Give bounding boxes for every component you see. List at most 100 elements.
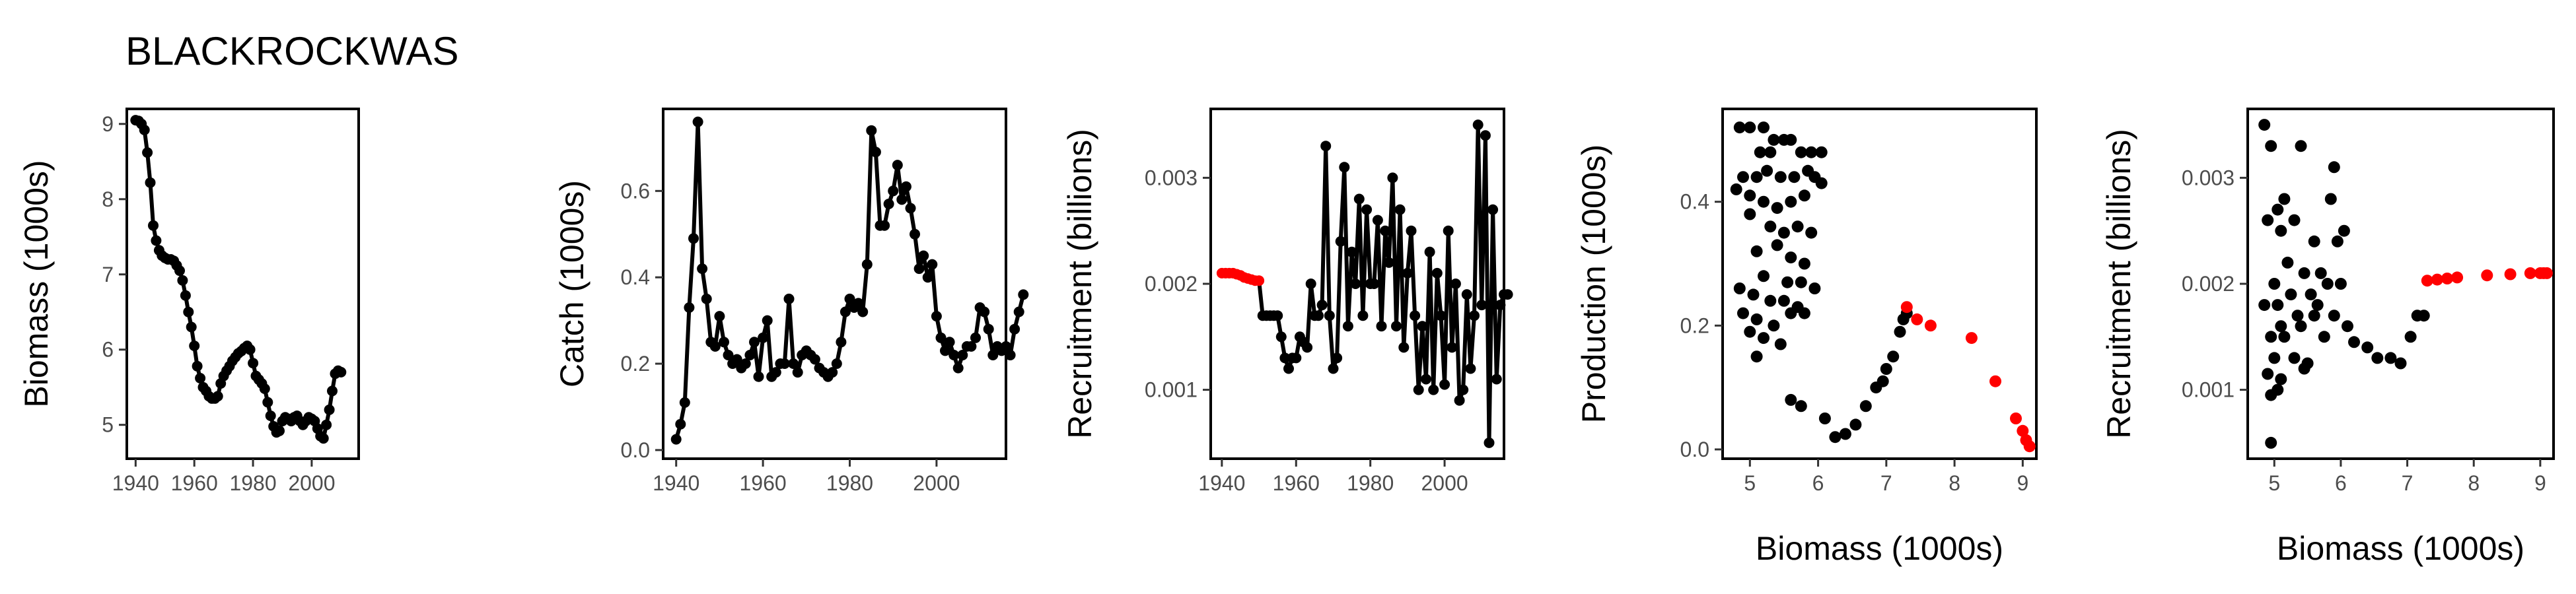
panel-4-point-highlight	[2010, 412, 2022, 424]
panel-5-point	[2272, 203, 2284, 216]
panel-2-point	[987, 350, 999, 360]
panel-3-point	[1335, 236, 1346, 247]
panel-4-point	[1750, 245, 1763, 257]
panel-2-point	[670, 434, 682, 445]
panel-2-point	[692, 116, 703, 127]
panel-4-xtick-label: 5	[1744, 471, 1756, 495]
panel-5-point	[2394, 357, 2407, 370]
panel-3-series-line	[1221, 123, 1508, 445]
panel-1-point	[148, 220, 159, 231]
panel-1-ytick-label: 9	[102, 112, 114, 136]
panel-3-point	[1320, 141, 1332, 152]
panel-5-point-highlight	[2451, 271, 2464, 284]
panel-4-xtick-label: 7	[1880, 471, 1892, 495]
panel-3-point	[1417, 321, 1428, 332]
panel-3-point	[1487, 204, 1499, 215]
panel-4-point	[1764, 146, 1777, 158]
panel-4-point	[1768, 133, 1780, 146]
panel-2-point	[836, 337, 847, 348]
panel-2-point	[827, 367, 838, 378]
panel-1-point	[186, 321, 197, 333]
panel-4-point	[1788, 171, 1801, 183]
panel-5-ylabel: Recruitment (billions)	[2100, 129, 2137, 439]
panel-5-point	[2308, 310, 2320, 322]
panel-5-point	[2298, 267, 2310, 279]
panel-2-point	[770, 367, 781, 378]
panel-5-point	[2334, 278, 2347, 290]
panel-4-point	[1849, 418, 1862, 431]
panel-4-point	[1829, 431, 1842, 444]
panel-5-point	[2275, 373, 2287, 385]
panel-1-point	[324, 404, 335, 415]
panel-3-point	[1410, 310, 1421, 321]
panel-5-point	[2278, 193, 2291, 205]
panel-3-point	[1480, 130, 1491, 141]
panel-4-point	[1798, 257, 1810, 270]
panel-4-point	[1771, 239, 1783, 251]
panel-2-point	[744, 350, 756, 360]
panel-4-ytick-label: 0.4	[1680, 190, 1709, 214]
panel-2-ytick-label: 0.4	[621, 265, 650, 289]
panel-5-point	[2265, 331, 2277, 343]
panel-1-xtick-label: 1960	[171, 471, 218, 495]
panel-3-point	[1369, 279, 1380, 289]
panel-4-ytick-label: 0.0	[1680, 438, 1709, 461]
panel-3-point	[1346, 246, 1357, 257]
panel-2-point	[783, 293, 795, 304]
panel-3-point	[1383, 257, 1394, 268]
panel-3-point	[1350, 279, 1361, 289]
panel-3-point	[1491, 374, 1502, 385]
panel-1-ytick-label: 7	[102, 263, 114, 286]
panel-1-ylabel: Biomass (1000s)	[18, 160, 55, 407]
panel-4-point	[1805, 146, 1818, 158]
panel-4-point	[1785, 133, 1797, 146]
panel-4-point	[1744, 121, 1756, 134]
panel-5-point	[2275, 320, 2287, 333]
panel-1-point	[259, 383, 270, 394]
panel-4-point	[1777, 226, 1790, 239]
panel-1-point	[318, 433, 329, 444]
panel-1-point	[174, 265, 185, 277]
panel-5-point	[2295, 140, 2307, 152]
panel-1-point	[212, 391, 223, 402]
panel-4-point	[1877, 375, 1889, 387]
panel-3-point	[1316, 300, 1328, 311]
panel-5-point	[2371, 352, 2384, 364]
panel-3-point	[1424, 246, 1435, 257]
panel-5-point	[2281, 256, 2294, 269]
panel-2-point	[723, 350, 734, 360]
panel-1-point	[327, 385, 338, 397]
panel-2-point	[918, 250, 929, 261]
panel-3-point	[1421, 374, 1431, 385]
panel-2-point	[740, 358, 751, 369]
panel-4-point	[1785, 195, 1797, 208]
panel-3-point	[1279, 352, 1291, 364]
panel-4-point	[1764, 294, 1777, 307]
panel-5-point	[2285, 288, 2297, 301]
panel-2-point	[866, 125, 877, 136]
panel-3-point	[1387, 172, 1398, 183]
panel-4-point-highlight	[1989, 375, 2001, 387]
panel-5-point	[2265, 389, 2277, 401]
panel-2-point	[844, 293, 855, 304]
panel-2-point	[979, 306, 990, 317]
panel-1-ytick-label: 5	[102, 413, 114, 437]
panel-1-point	[321, 419, 332, 430]
panel-3-ytick-label: 0.001	[1145, 378, 1198, 402]
panel-3-point	[1342, 321, 1353, 332]
panel-4-point	[1785, 251, 1797, 264]
panel-3-ylabel: Recruitment (billions)	[1061, 129, 1098, 439]
panel-4-point	[1818, 412, 1831, 424]
panel-1-point	[183, 306, 194, 317]
panel-2-point	[944, 337, 955, 348]
panel-3-xtick-label: 1960	[1273, 471, 1320, 495]
panel-5-point	[2384, 352, 2397, 364]
panel-4-point	[1771, 202, 1783, 214]
panel-1-point	[142, 147, 153, 158]
panel-4-point	[1785, 393, 1797, 406]
panel-5-point	[2328, 310, 2340, 322]
panel-3-point	[1353, 193, 1365, 205]
panel-5-point	[2262, 214, 2274, 226]
panel-5-xlabel: Biomass (1000s)	[2277, 530, 2524, 567]
panel-1-point	[180, 290, 191, 301]
